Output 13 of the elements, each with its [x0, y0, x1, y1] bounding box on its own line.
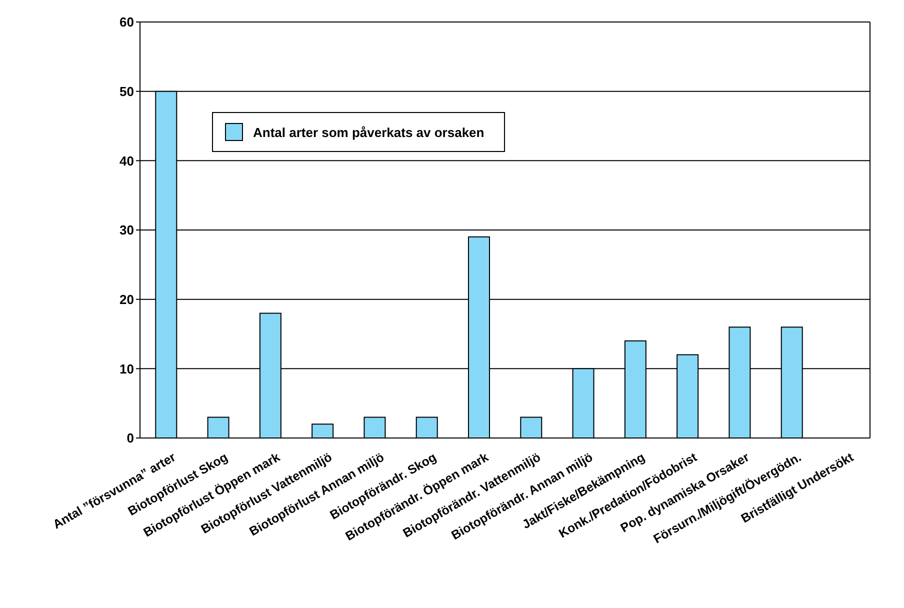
legend-label: Antal arter som påverkats av orsaken — [252, 124, 484, 141]
bar — [312, 424, 334, 438]
y-tick-label: 10 — [120, 361, 134, 376]
bar — [520, 416, 542, 438]
y-tick-label: 50 — [120, 84, 134, 99]
y-tick-label: 20 — [120, 292, 134, 307]
bar — [416, 416, 438, 438]
y-tick-label: 40 — [120, 153, 134, 168]
y-tick-label: 60 — [120, 14, 134, 30]
bar — [207, 416, 230, 438]
y-tick-label: 30 — [120, 222, 134, 238]
y-tick-label: 0 — [126, 430, 134, 446]
bar — [364, 416, 386, 438]
